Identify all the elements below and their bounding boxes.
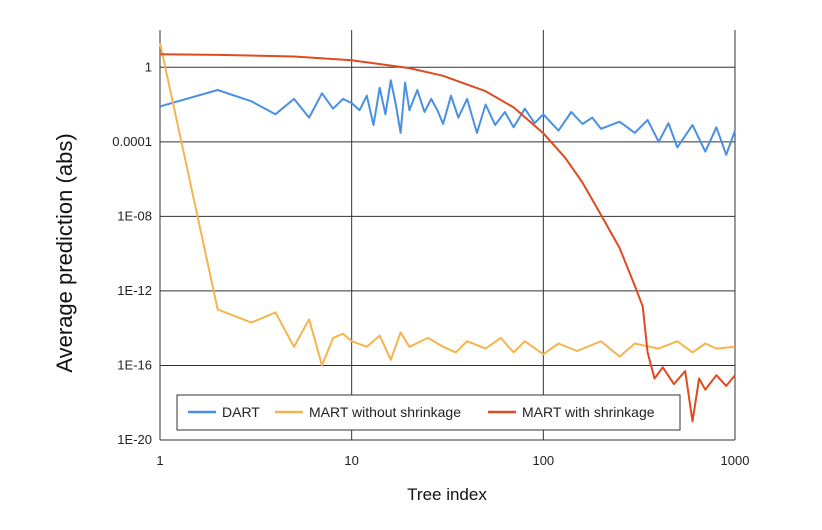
y-tick-label: 1	[145, 59, 152, 74]
series-group	[159, 42, 736, 423]
x-tick-label: 100	[532, 453, 554, 468]
y-tick-label: 1E-08	[117, 208, 152, 223]
grid-lines	[159, 30, 736, 441]
x-tick-label: 1000	[721, 453, 750, 468]
y-tick-label: 1E-12	[117, 283, 152, 298]
y-tick-label: 0.0001	[112, 134, 152, 149]
y-axis-title: Average prediction (abs)	[52, 133, 77, 372]
y-tick-label: 1E-20	[117, 432, 152, 447]
series-line-dart	[159, 79, 736, 156]
y-tick-label: 1E-16	[117, 357, 152, 372]
series-line-mart-without-shrinkage	[159, 42, 736, 367]
x-tick-label: 10	[344, 453, 358, 468]
legend-label-mart-with-shrinkage: MART with shrinkage	[522, 404, 655, 420]
tick-labels: 1 10 100 1000 1 0.0001 1E-08 1E-12 1E-16 1E-20	[112, 59, 749, 468]
x-axis-title: Tree index	[407, 485, 487, 504]
legend-box	[176, 394, 681, 431]
legend: DART MART without shrinkage MART with sh…	[176, 394, 681, 431]
legend-label-dart: DART	[222, 404, 260, 420]
legend-label-mart-without-shrinkage: MART without shrinkage	[309, 404, 461, 420]
series-line-mart-with-shrinkage	[159, 53, 736, 423]
x-tick-label: 1	[156, 453, 163, 468]
